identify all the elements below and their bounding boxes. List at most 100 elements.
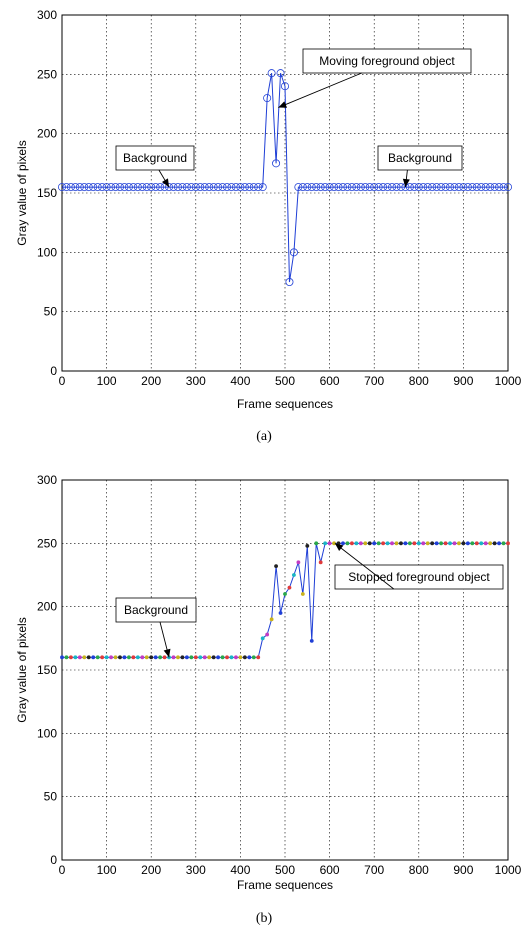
panel-b-data-point xyxy=(176,655,180,660)
panel-b-data-point xyxy=(296,560,301,565)
panel-a-series xyxy=(58,69,512,286)
panel-a-data-point xyxy=(486,183,495,192)
panel-a-data-point xyxy=(129,183,138,192)
annotation-box xyxy=(115,145,195,171)
panel-a-ylabel: Gray value of pixels xyxy=(15,140,29,245)
panel-a-data-point xyxy=(334,183,343,192)
panel-a-data-point xyxy=(280,82,289,91)
panel-a-data-point xyxy=(481,183,490,192)
panel-b-data-point xyxy=(113,655,118,660)
panel-b-data-point xyxy=(483,541,488,546)
panel-a-ticks: 0 100 200 300 400 500 600 700 800 900 1000 0 50 100 15… xyxy=(37,8,522,388)
panel-a-grid xyxy=(62,15,508,371)
panel-b-data-point xyxy=(457,541,461,546)
panel-b-data-point xyxy=(497,541,501,546)
panel-b-data-point xyxy=(381,541,386,546)
panel-b-data-point xyxy=(198,655,203,660)
panel-a-data-point xyxy=(138,183,147,192)
annotation-text: Background xyxy=(123,151,187,165)
panel-a-data-point xyxy=(396,183,405,192)
panel-a-data-point xyxy=(142,183,151,192)
panel-b-data-point xyxy=(140,655,145,660)
panel-a-xtick-label: 1000 xyxy=(495,374,522,388)
panel-b-data-point xyxy=(358,541,363,546)
panel-a-data-point xyxy=(312,183,321,192)
panel-a-data-point xyxy=(111,183,120,192)
panel-a-data-point xyxy=(365,183,374,192)
panel-b-data-point xyxy=(332,541,336,546)
panel-a-ytick-label: 50 xyxy=(44,305,58,319)
panel-a-data-point xyxy=(472,183,481,192)
panel-a-data-point xyxy=(272,159,281,168)
panel-b-data-point xyxy=(403,541,408,546)
panel-a-data-point xyxy=(379,183,388,192)
panel-a-axes-frame xyxy=(61,14,509,372)
panel-b-xtick-label: 800 xyxy=(409,863,429,877)
panel-b-data-point xyxy=(318,560,323,565)
panel-b-xtick-label: 700 xyxy=(364,863,384,877)
panel-b-data-point xyxy=(229,655,234,660)
panel-b-data-point xyxy=(345,541,350,546)
panel-a-data-point xyxy=(307,183,316,192)
panel-b-data-point xyxy=(488,541,493,546)
panel-b-data-point xyxy=(501,541,506,546)
panel-b-data-point xyxy=(385,541,390,546)
panel-b-data-point xyxy=(122,655,127,660)
panel-b-data-point xyxy=(367,541,372,546)
panel-a-data-point xyxy=(321,183,330,192)
panel-a-data-point xyxy=(495,183,504,192)
panel-a-data-point xyxy=(240,183,249,192)
panel-b-data-point xyxy=(407,541,412,546)
panel-a-data-point xyxy=(66,183,75,192)
panel-b-annotation: Stopped foreground object xyxy=(334,542,504,590)
panel-a-data-point xyxy=(294,183,303,192)
panel-b-ytick-label: 100 xyxy=(37,726,57,740)
panel-a-data-point xyxy=(263,94,272,103)
panel-b-data-point xyxy=(265,632,270,637)
panel-b-xlabel: Frame sequences xyxy=(237,878,333,892)
panel-a-data-point xyxy=(196,183,205,192)
panel-a-ytick-label: 0 xyxy=(50,364,57,378)
panel-b-ylabel: Gray value of pixels xyxy=(15,617,29,722)
panel-b-data-point xyxy=(341,541,345,546)
panel-b-data-point xyxy=(425,541,430,546)
panel-a-data-point xyxy=(245,183,254,192)
panel-a-data-point xyxy=(347,183,356,192)
panel-b-xtick-label: 200 xyxy=(141,863,161,877)
panel-a-data-point xyxy=(147,183,156,192)
panel-a-data-point xyxy=(187,183,196,192)
panel-a-data-point xyxy=(503,183,512,192)
panel-b-data-point xyxy=(171,655,176,660)
panel-a-data-point xyxy=(133,183,142,192)
panel-a-data-point xyxy=(374,183,383,192)
panel-b-data-point xyxy=(162,655,167,660)
panel-a-data-point xyxy=(182,183,191,192)
panel-b-data-point xyxy=(144,655,149,660)
panel-b-data-point xyxy=(292,573,296,577)
panel-a-data-point xyxy=(249,183,258,192)
annotation-arrow-line xyxy=(334,542,395,590)
annotation-arrow-line xyxy=(278,72,362,108)
panel-a-data-point xyxy=(414,183,423,192)
panel-a-data-point xyxy=(477,183,486,192)
panel-a: 0 100 200 300 400 500 600 700 800 900 1000 0 50 100 15… xyxy=(15,8,522,444)
panel-a-annotations: Background Moving foreground object Backgr… xyxy=(115,48,472,188)
panel-a-xtick-label: 600 xyxy=(320,374,340,388)
panel-a-data-point xyxy=(405,183,414,192)
panel-a-data-point xyxy=(303,183,312,192)
panel-a-data-point xyxy=(352,183,361,192)
panel-a-xtick-label: 900 xyxy=(453,374,473,388)
panel-b-data-point xyxy=(363,541,368,546)
panel-a-xtick-label: 300 xyxy=(186,374,206,388)
panel-a-data-point xyxy=(107,183,116,192)
panel-b-data-point xyxy=(274,564,278,569)
panel-b-data-point xyxy=(474,541,479,546)
panel-a-data-point xyxy=(423,183,432,192)
panel-b-xtick-label: 1000 xyxy=(495,863,522,877)
panel-b-xtick-label: 300 xyxy=(186,863,206,877)
panel-a-data-point xyxy=(173,183,182,192)
panel-b-data-point xyxy=(452,541,457,546)
panel-a-xtick-label: 400 xyxy=(230,374,250,388)
panel-b-data-point xyxy=(64,655,69,660)
panel-b-ytick-label: 150 xyxy=(37,663,57,677)
